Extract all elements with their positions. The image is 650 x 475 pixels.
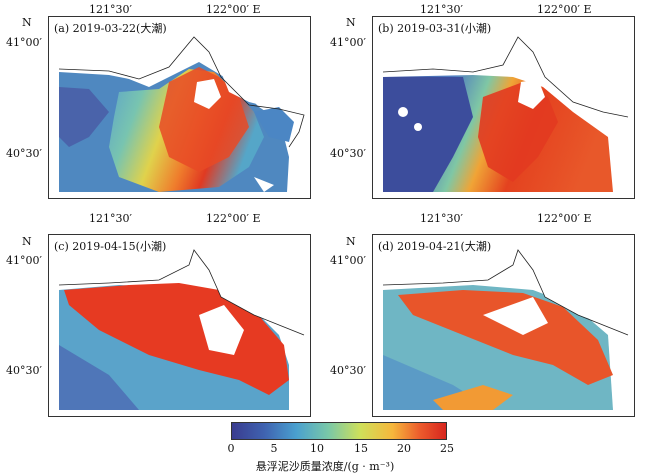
colorbar-tick-0: 0 [227, 442, 235, 455]
colorbar-tick-10: 10 [310, 442, 324, 455]
colorbar-title: 悬浮泥沙质量浓度/(g · m⁻³) [255, 460, 395, 473]
lon-label-b-2: 122°00′ E [537, 3, 592, 16]
colorbar-tick-5: 5 [270, 442, 278, 455]
panel-title-a: (a) 2019-03-22(大潮) [54, 22, 167, 35]
map-panel-b: (b) 2019-03-31(小潮) [372, 16, 635, 199]
lon-label-a-1: 121°30′ [89, 3, 132, 16]
lat-label-c-41: 41°00′ [6, 254, 42, 267]
lon-label-d-2: 122°00′ E [537, 212, 592, 225]
colorbar-tick-20: 20 [397, 442, 411, 455]
map-image-b [382, 27, 634, 192]
lon-label-a-2: 122°00′ E [206, 3, 261, 16]
colorbar-tick-25: 25 [440, 442, 454, 455]
colorbar [231, 422, 447, 440]
map-panel-c: (c) 2019-04-15(小潮) [48, 234, 311, 417]
lat-label-a-41: 41°00′ [6, 36, 42, 49]
map-panel-d: (d) 2019-04-21(大潮) [372, 234, 635, 417]
north-label-c: N [22, 235, 32, 248]
lat-label-d-41: 41°00′ [330, 254, 366, 267]
panel-title-b: (b) 2019-03-31(小潮) [378, 22, 492, 35]
lon-label-c-1: 121°30′ [89, 212, 132, 225]
lon-label-d-1: 121°30′ [420, 212, 463, 225]
map-image-d [382, 245, 634, 410]
lat-label-d-40: 40°30′ [330, 364, 366, 377]
lat-label-b-40: 40°30′ [330, 147, 366, 160]
lat-label-a-40: 40°30′ [6, 147, 42, 160]
map-image-c [58, 245, 310, 410]
panel-title-c: (c) 2019-04-15(小潮) [54, 240, 167, 253]
north-label-d: N [346, 235, 356, 248]
map-image-a [58, 27, 310, 192]
lat-label-b-41: 41°00′ [330, 36, 366, 49]
north-label-b: N [346, 16, 356, 29]
lat-label-c-40: 40°30′ [6, 364, 42, 377]
lon-label-c-2: 122°00′ E [206, 212, 261, 225]
map-panel-a: (a) 2019-03-22(大潮) [48, 16, 311, 199]
north-label-a: N [22, 16, 32, 29]
colorbar-tick-15: 15 [354, 442, 368, 455]
lon-label-b-1: 121°30′ [420, 3, 463, 16]
panel-title-d: (d) 2019-04-21(大潮) [378, 240, 492, 253]
